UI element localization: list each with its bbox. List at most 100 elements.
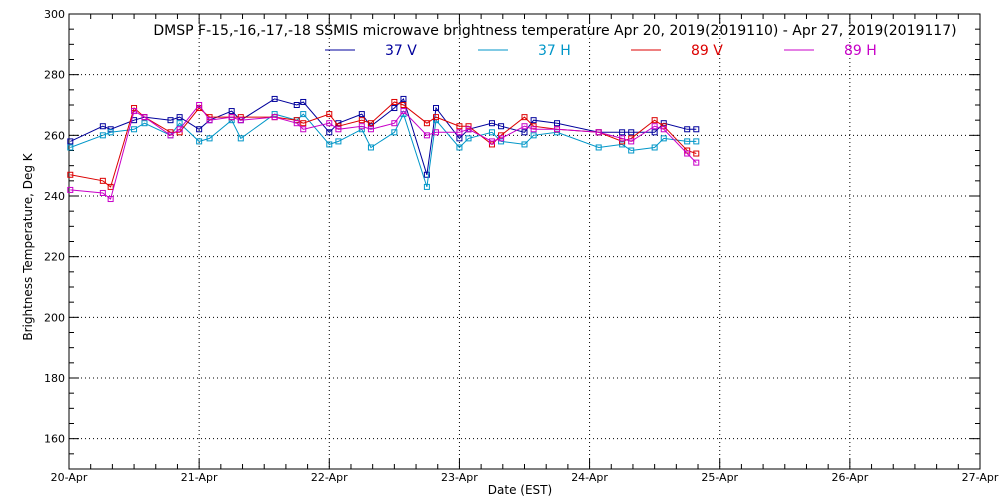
data-point: [300, 98, 307, 105]
data-point: [228, 117, 235, 124]
data-point: [391, 98, 398, 105]
data-point: [326, 120, 333, 127]
data-point: [628, 147, 635, 154]
data-point: [619, 141, 626, 148]
data-point: [131, 126, 138, 133]
data-point: [693, 138, 700, 145]
data-point: [651, 123, 658, 130]
data-point: [433, 129, 440, 136]
legend-label: 37 H: [538, 43, 571, 59]
data-point: [358, 126, 365, 133]
data-point: [67, 171, 74, 178]
x-axis-label: Date (EST): [488, 483, 552, 497]
data-point: [237, 114, 244, 121]
data-point: [530, 123, 537, 130]
data-point: [660, 123, 667, 130]
data-point: [465, 135, 472, 142]
data-point: [358, 123, 365, 130]
data-point: [521, 123, 528, 130]
data-point: [456, 144, 463, 151]
data-point: [99, 132, 106, 139]
data-point: [335, 126, 342, 133]
data-point: [423, 171, 430, 178]
data-point: [693, 150, 700, 157]
x-tick-label: 21-Apr: [181, 471, 218, 484]
data-point: [488, 120, 495, 127]
y-tick-label: 260: [44, 129, 65, 142]
data-point: [456, 135, 463, 142]
data-point: [67, 186, 74, 193]
data-point: [67, 138, 74, 145]
data-point: [465, 126, 472, 133]
data-point: [293, 117, 300, 124]
data-point: [141, 120, 148, 127]
data-point: [107, 196, 114, 203]
data-point: [300, 111, 307, 118]
x-tick-label: 26-Apr: [831, 471, 868, 484]
x-tick-label: 22-Apr: [311, 471, 348, 484]
y-axis-label: Brightness Temperature, Deg K: [21, 152, 35, 340]
x-tick-label: 27-Apr: [962, 471, 999, 484]
data-point: [300, 120, 307, 127]
data-point: [619, 135, 626, 142]
x-tick-label: 24-Apr: [571, 471, 608, 484]
data-point: [488, 129, 495, 136]
legend-label: 89 V: [691, 43, 723, 59]
data-point: [554, 126, 561, 133]
data-point: [196, 126, 203, 133]
y-tick-label: 280: [44, 69, 65, 82]
y-tick-label: 240: [44, 190, 65, 203]
data-point: [358, 111, 365, 118]
data-point: [693, 126, 700, 133]
data-point: [400, 108, 407, 115]
data-point: [326, 141, 333, 148]
data-point: [530, 117, 537, 124]
legend: 37 V 37 H 89 V 89 H: [325, 43, 877, 59]
data-point: [391, 120, 398, 127]
data-point: [228, 114, 235, 121]
data-point: [521, 129, 528, 136]
data-point: [530, 126, 537, 133]
data-point: [628, 129, 635, 136]
data-point: [498, 132, 505, 139]
data-point: [391, 105, 398, 112]
y-tick-label: 220: [44, 251, 65, 264]
x-tick-label: 25-Apr: [701, 471, 738, 484]
data-point: [167, 117, 174, 124]
data-point: [684, 138, 691, 145]
ticks: 20-Apr 21-Apr 22-Apr 23-Apr 24-Apr 25-Apr 26-A…: [44, 8, 999, 484]
data-point: [391, 129, 398, 136]
data-point: [326, 129, 333, 136]
data-point: [206, 117, 213, 124]
data-point: [141, 114, 148, 121]
data-point: [595, 129, 602, 136]
data-point: [326, 111, 333, 118]
x-tick-label: 23-Apr: [441, 471, 478, 484]
data-point: [660, 135, 667, 142]
legend-label: 89 H: [844, 43, 877, 59]
data-point: [521, 114, 528, 121]
series-37-v: [67, 95, 700, 178]
data-point: [176, 120, 183, 127]
data-point: [335, 138, 342, 145]
data-point: [651, 129, 658, 136]
series-group: [67, 95, 700, 203]
data-point: [433, 105, 440, 112]
data-point: [67, 144, 74, 151]
data-point: [693, 159, 700, 166]
data-point: [423, 120, 430, 127]
data-point: [530, 132, 537, 139]
data-point: [237, 135, 244, 142]
data-point: [400, 102, 407, 108]
data-point: [107, 126, 114, 133]
data-point: [293, 120, 300, 127]
data-point: [651, 144, 658, 151]
data-point: [99, 123, 106, 130]
data-point: [176, 114, 183, 121]
data-point: [367, 120, 374, 127]
data-point: [488, 138, 495, 145]
data-point: [684, 126, 691, 133]
data-point: [107, 183, 114, 190]
data-point: [196, 138, 203, 145]
